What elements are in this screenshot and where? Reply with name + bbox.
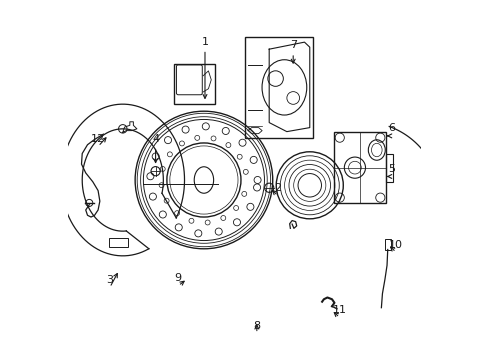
Text: 4: 4 bbox=[152, 134, 159, 144]
Text: 9: 9 bbox=[174, 273, 182, 283]
Text: 12: 12 bbox=[91, 134, 105, 144]
Text: 11: 11 bbox=[332, 305, 346, 315]
Bar bbox=[334, 132, 385, 203]
Bar bbox=[174, 64, 214, 104]
Text: 1: 1 bbox=[201, 37, 208, 47]
Bar bbox=[244, 37, 313, 138]
Text: 2: 2 bbox=[274, 183, 281, 193]
Bar bbox=[108, 238, 128, 247]
Text: 5: 5 bbox=[387, 164, 394, 174]
Bar bbox=[385, 154, 392, 182]
Bar bbox=[384, 239, 390, 249]
Text: 7: 7 bbox=[289, 40, 296, 50]
Text: 3: 3 bbox=[106, 275, 113, 285]
Text: 6: 6 bbox=[387, 123, 394, 133]
Text: 8: 8 bbox=[253, 321, 260, 330]
Text: 10: 10 bbox=[388, 239, 403, 249]
